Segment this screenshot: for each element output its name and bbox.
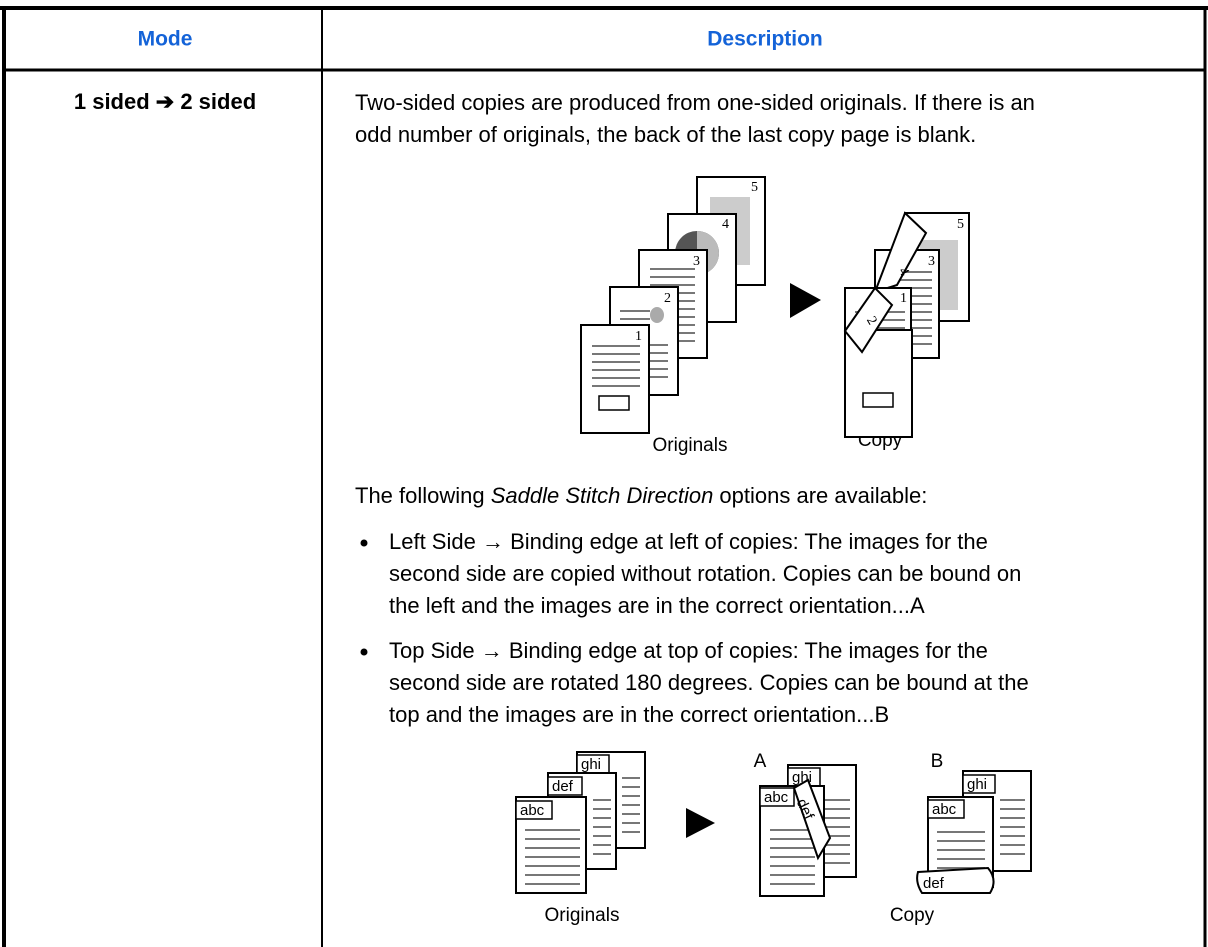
arrow (790, 283, 821, 318)
bullet-line: second side are copied without rotation.… (389, 561, 1021, 586)
image-box (862, 392, 894, 408)
copy-b-label: B (931, 751, 944, 772)
bullet-line: top and the images are in the correct or… (389, 702, 889, 727)
page-number: 1 (635, 329, 642, 344)
label-box (927, 799, 965, 819)
page-text: ghi (967, 776, 987, 793)
bullet-line: the left and the images are in the corre… (389, 593, 925, 618)
description-line: Two-sided copies are produced from one-s… (355, 90, 1035, 115)
page-number: 1 (900, 291, 907, 306)
page-number: 3 (928, 254, 935, 269)
intro-text: The following (355, 483, 491, 508)
image-head (650, 307, 664, 323)
label-box (515, 800, 553, 820)
originals-label: Originals (653, 435, 728, 456)
page-text: abc (520, 802, 545, 819)
bullet-dot (360, 648, 368, 656)
page-number: 5 (751, 180, 758, 195)
page-text: def (552, 778, 574, 795)
bullet-line: Top Side → Binding edge at top of copies… (389, 638, 988, 663)
page-text: abc (932, 801, 957, 818)
label-box (962, 774, 996, 794)
page-number: 4 (722, 217, 729, 232)
page-text: def (923, 875, 945, 892)
header-description: Description (707, 28, 823, 51)
description-line: odd number of originals, the back of the… (355, 122, 976, 147)
page-number: 3 (693, 254, 700, 269)
originals-label: Originals (545, 905, 620, 926)
bullet-line: second side are rotated 180 degrees. Cop… (389, 670, 1029, 695)
intro-italic: Saddle Stitch Direction (491, 483, 714, 508)
label-box (547, 776, 583, 796)
page-text: abc (764, 789, 789, 806)
options-intro: The following Saddle Stitch Direction op… (355, 483, 927, 508)
image-box (598, 395, 630, 411)
bullet-dot (360, 539, 368, 547)
page (844, 329, 913, 438)
folded-flap (792, 778, 832, 861)
header-mode: Mode (138, 28, 193, 51)
page-number: 5 (957, 217, 964, 232)
arrow (686, 808, 715, 838)
folded-flap (843, 286, 894, 354)
copy-label: Copy (890, 905, 935, 926)
copy-a-label: A (754, 751, 767, 772)
page-text: ghi (581, 756, 601, 773)
bullet-line: Left Side → Binding edge at left of copi… (389, 529, 988, 554)
label-box (759, 787, 795, 807)
mode-cell: 1 sided ➔ 2 sided (74, 89, 256, 114)
page-number: 2 (664, 291, 671, 306)
intro-text: options are available: (713, 483, 927, 508)
curled-flap (916, 866, 995, 894)
